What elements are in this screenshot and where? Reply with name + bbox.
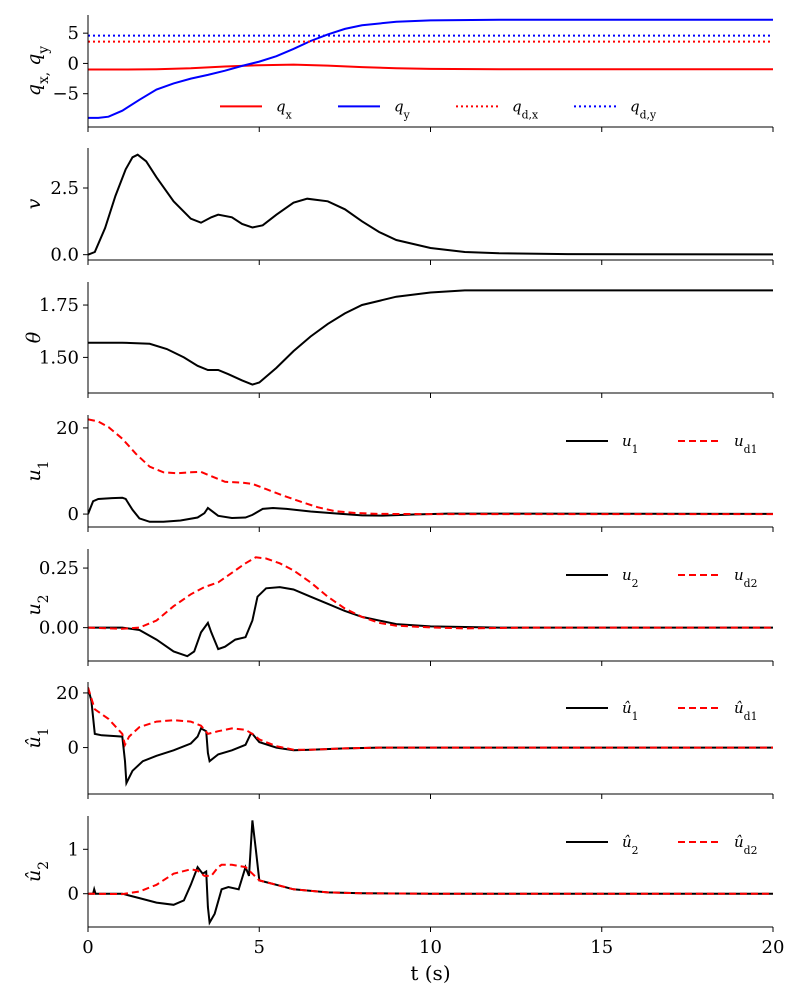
y-tick-label: 20: [56, 683, 79, 704]
series-line-3-1: [88, 289, 773, 386]
series-line-7-1: [88, 820, 773, 926]
y-axis-label: u2: [23, 595, 52, 616]
series-line-6-1: [88, 687, 773, 787]
y-axis-label: u1: [23, 461, 52, 482]
y-tick-label: 1.75: [39, 295, 79, 316]
series-line-1-1: [88, 63, 773, 71]
x-axis-label: t (s): [410, 961, 450, 985]
legend-label: û2: [622, 833, 639, 857]
legend: u2 ud2: [566, 566, 757, 590]
legend-label: u2: [622, 566, 639, 590]
panel-6: 0 20 û1 û1 ûd1: [23, 682, 774, 799]
y-tick-label: 0: [68, 504, 79, 525]
series-line-2-1: [88, 153, 773, 256]
panel-1: −5 0 5 qx, qy qx qy qd,x qd,y: [23, 15, 774, 132]
legend: û1 ûd1: [566, 699, 757, 723]
panel-5: 0.00 0.25 u2 u2 ud2: [23, 549, 774, 666]
legend: û2 ûd2: [566, 833, 757, 857]
panel-2: 0.0 2.5 v: [23, 148, 774, 266]
y-tick-label: 0: [68, 53, 79, 74]
series-line-1-2: [88, 18, 773, 119]
x-tick-label: 20: [762, 937, 785, 958]
legend: qx qy qd,x qd,y: [220, 97, 657, 121]
series-line-7-2: [88, 863, 773, 896]
legend-label: qy: [394, 97, 411, 121]
legend-label: û1: [622, 699, 639, 723]
y-tick-label: 0: [68, 884, 79, 905]
legend-label: ûd1: [734, 699, 757, 723]
x-tick-label: 0: [82, 937, 93, 958]
y-tick-label: 0: [68, 738, 79, 759]
y-axis-label: qx, qy: [23, 46, 52, 96]
y-tick-label: 1: [68, 839, 79, 860]
y-tick-label: 20: [56, 418, 79, 439]
y-tick-label: 5: [68, 23, 79, 44]
series-line-4-2: [88, 418, 773, 516]
series-line-4-1: [88, 496, 773, 523]
y-axis-label: θ: [23, 331, 45, 343]
series-line-5-1: [88, 586, 773, 658]
y-axis-label: û2: [23, 861, 52, 882]
legend: u1 ud1: [566, 432, 757, 456]
legend-label: qd,x: [512, 97, 538, 121]
legend-label: ûd2: [734, 833, 757, 857]
legend-label: ud2: [734, 566, 757, 590]
legend-label: ud1: [734, 432, 757, 456]
series-line-6-2: [88, 687, 773, 751]
y-tick-label: −5: [52, 84, 79, 105]
y-tick-label: 0.0: [50, 245, 79, 266]
x-tick-label: 15: [590, 937, 613, 958]
y-axis-label: û1: [23, 728, 52, 749]
y-tick-label: 2.5: [50, 178, 79, 199]
legend-label: qd,y: [630, 97, 657, 121]
y-tick-label: 1.50: [39, 347, 79, 368]
legend-label: qx: [276, 97, 292, 121]
x-tick-label: 10: [419, 937, 442, 958]
legend-label: u1: [622, 432, 639, 456]
panel-7: 0 1 û2 û2 ûd2 0 5 10 15 20 t (s): [23, 816, 784, 985]
panel-4: 0 20 u1 u1 ud1: [23, 415, 774, 532]
y-tick-label: 0.00: [39, 618, 79, 639]
panel-3: 1.50 1.75 θ: [23, 282, 774, 398]
x-tick-label: 5: [254, 937, 265, 958]
y-tick-label: 0.25: [39, 558, 79, 579]
series-line-5-2: [88, 556, 773, 630]
y-axis-label: v: [23, 198, 45, 209]
